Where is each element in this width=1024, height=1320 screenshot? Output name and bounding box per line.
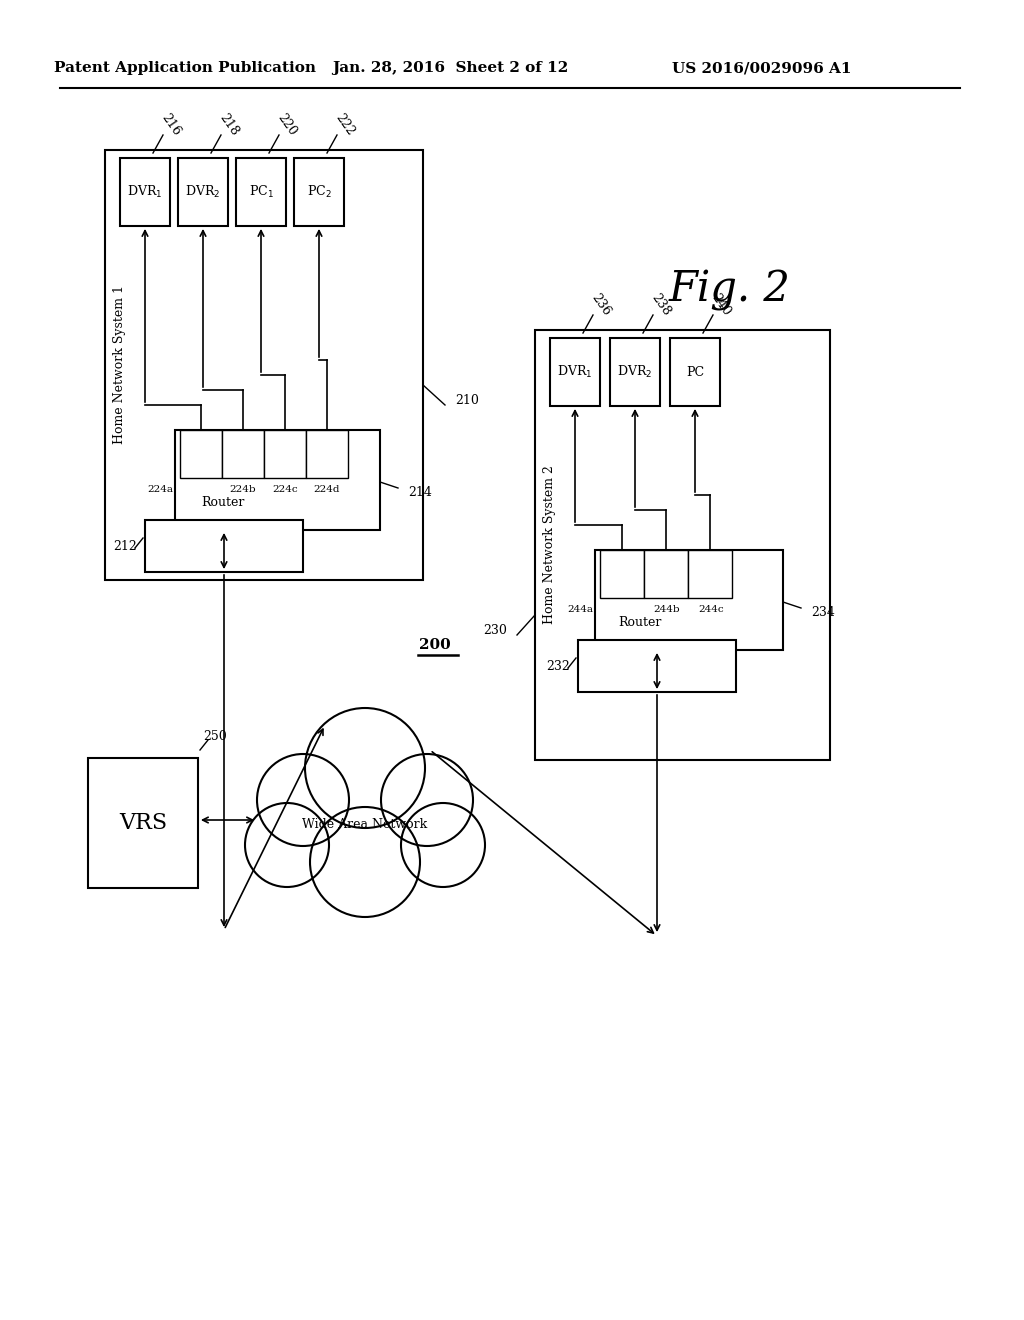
Circle shape: [257, 754, 349, 846]
Text: Router: Router: [618, 615, 662, 628]
Text: DVR$_2$: DVR$_2$: [617, 364, 652, 380]
Text: DVR$_2$: DVR$_2$: [185, 183, 220, 201]
Bar: [178, 158, 228, 226]
Text: 222: 222: [333, 112, 357, 139]
Bar: [264, 430, 306, 478]
Text: 236: 236: [589, 292, 613, 318]
Bar: [145, 520, 303, 572]
Circle shape: [310, 807, 420, 917]
Bar: [670, 338, 720, 407]
Bar: [175, 430, 380, 531]
Bar: [294, 158, 344, 226]
Text: Patent Application Publication: Patent Application Publication: [54, 61, 316, 75]
Text: VRS: VRS: [119, 812, 167, 834]
Bar: [688, 550, 732, 598]
Text: PC$_1$: PC$_1$: [249, 183, 273, 201]
Text: 250: 250: [203, 730, 226, 742]
Text: DVR$_1$: DVR$_1$: [557, 364, 593, 380]
Text: 224d: 224d: [313, 486, 340, 495]
Bar: [610, 338, 660, 407]
Bar: [88, 758, 198, 888]
Bar: [550, 338, 600, 407]
Bar: [105, 150, 423, 579]
Bar: [535, 330, 830, 760]
Text: 244a: 244a: [567, 606, 593, 615]
Text: 230: 230: [483, 623, 507, 636]
Text: Router: Router: [202, 495, 245, 508]
Text: 212: 212: [114, 540, 137, 553]
Circle shape: [381, 754, 473, 846]
Text: 216: 216: [159, 111, 183, 139]
Text: 234: 234: [811, 606, 835, 619]
Text: PC: PC: [686, 366, 705, 379]
Text: 220: 220: [274, 112, 299, 139]
Bar: [306, 430, 348, 478]
Text: 214: 214: [408, 486, 432, 499]
Text: Home Network System 2: Home Network System 2: [543, 466, 555, 624]
Bar: [180, 430, 222, 478]
Bar: [578, 640, 736, 692]
Bar: [600, 550, 644, 598]
Circle shape: [401, 803, 485, 887]
Text: Home Network System 1: Home Network System 1: [113, 285, 126, 445]
Bar: [236, 158, 286, 226]
Text: Fig. 2: Fig. 2: [669, 269, 791, 312]
Text: Wide Area Network: Wide Area Network: [302, 818, 428, 832]
Text: 244b: 244b: [653, 606, 680, 615]
Text: 240: 240: [709, 292, 733, 318]
Text: PC$_2$: PC$_2$: [306, 183, 332, 201]
Bar: [595, 550, 783, 649]
Text: 224c: 224c: [272, 486, 298, 495]
Circle shape: [245, 803, 329, 887]
Circle shape: [305, 708, 425, 828]
Bar: [222, 430, 264, 478]
Text: US 2016/0029096 A1: US 2016/0029096 A1: [672, 61, 852, 75]
Text: DVR$_1$: DVR$_1$: [127, 183, 163, 201]
Text: 224b: 224b: [229, 486, 256, 495]
Text: 238: 238: [649, 292, 673, 318]
Bar: [644, 550, 688, 598]
Text: 244c: 244c: [698, 606, 724, 615]
Text: 232: 232: [546, 660, 570, 672]
Bar: [120, 158, 170, 226]
Text: 200: 200: [419, 638, 451, 652]
Text: 224a: 224a: [147, 486, 173, 495]
Text: 218: 218: [217, 111, 242, 139]
Text: 210: 210: [455, 393, 479, 407]
Text: Jan. 28, 2016  Sheet 2 of 12: Jan. 28, 2016 Sheet 2 of 12: [332, 61, 568, 75]
